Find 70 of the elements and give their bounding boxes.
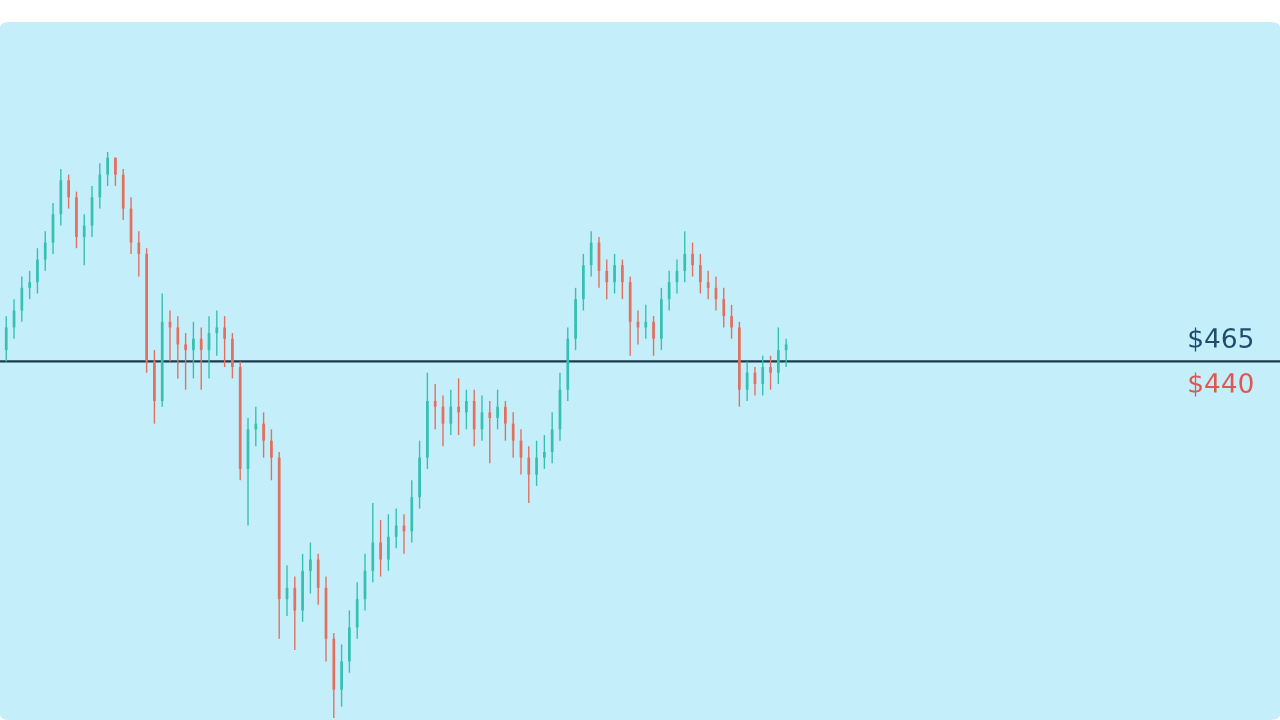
candlestick [730,304,733,340]
candlestick [683,230,687,283]
candlestick [550,411,554,464]
candlestick [67,173,70,210]
candlestick [114,156,117,187]
candlestick [82,213,86,266]
candlestick [309,541,312,595]
candlestick [153,349,156,425]
candlestick [231,332,234,380]
candlestick [426,372,429,470]
candlestick [761,355,765,397]
candlestick [145,247,148,374]
candlestick [340,643,343,708]
candlestick [769,355,772,391]
candlestick [192,321,195,380]
candlestick [215,309,219,357]
candlestick [465,389,468,431]
candlestick [706,270,710,300]
candlestick [574,287,577,351]
candlestick [535,439,538,487]
candlestick [176,315,180,380]
candlestick [433,383,437,431]
candlestick [387,513,390,572]
candlestick [737,321,741,408]
candlestick [184,332,187,391]
candlestick [644,304,648,340]
candlestick [698,253,702,295]
candlestick [660,287,663,351]
candlestick [784,338,788,368]
candlestick [504,400,507,442]
candlestick [301,553,304,623]
candlestick [293,575,297,651]
candlestick [270,428,273,481]
candlestick [43,230,47,272]
candlestick [223,315,226,368]
candlestick [28,270,31,300]
candlestick [254,406,258,448]
candlestick [691,241,694,278]
candlestick [20,275,24,323]
candlestick [4,315,8,363]
candlestick [605,258,609,300]
candlestick [488,400,492,464]
candlestick [722,287,726,329]
candlestick [418,439,421,510]
candlestick [776,326,780,385]
candlestick [457,377,460,436]
candlestick [36,247,39,295]
candlestick [582,253,585,312]
candlestick [589,230,593,278]
candlestick [137,230,141,278]
candlestick [348,609,351,674]
candlestick [652,315,655,357]
candlestick [511,411,515,459]
candlestick [98,162,102,210]
candlestick [394,507,398,549]
candlestick [613,253,616,295]
candlestick [449,389,453,436]
candlestick [543,434,546,470]
candlestick [199,326,203,391]
candlestick [667,270,671,312]
text: $440 [1189,372,1253,397]
candlestick [106,152,109,187]
candlestick [75,190,78,249]
candlestick [527,445,531,504]
candlestick [379,519,382,578]
candlestick [496,389,499,431]
candlestick [262,411,265,459]
candlestick [745,360,749,402]
candlestick [621,258,624,300]
text: $465 [1189,327,1253,352]
